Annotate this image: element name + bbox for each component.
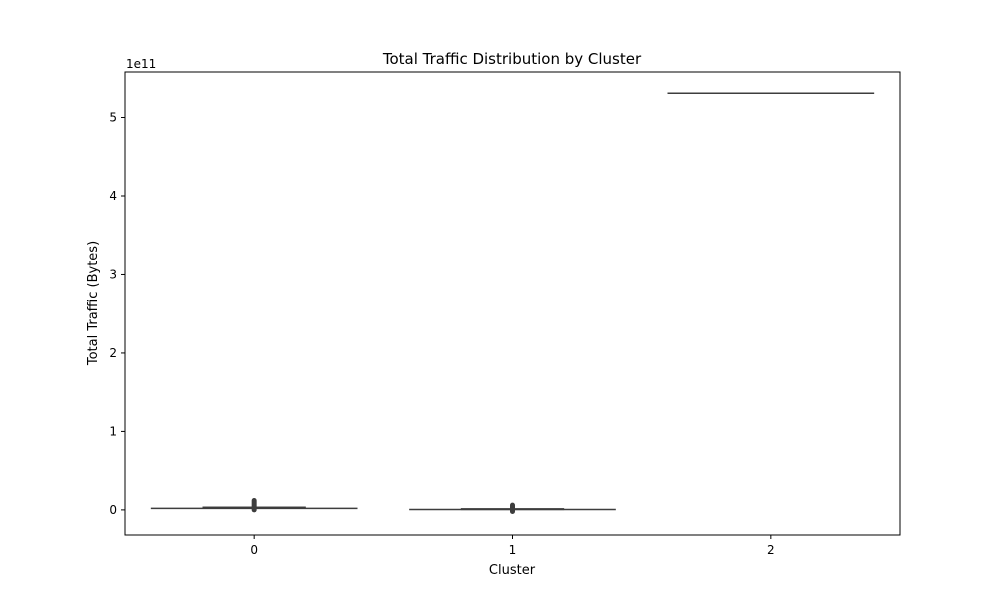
y-axis-label: Total Traffic (Bytes) — [86, 241, 101, 366]
y-tick-label: 5 — [109, 111, 117, 125]
x-tick-label: 1 — [509, 543, 517, 557]
y-tick-label: 1 — [109, 424, 117, 438]
x-axis-label: Cluster — [489, 563, 536, 578]
x-tick-label: 2 — [767, 543, 775, 557]
axes-frame — [124, 71, 901, 536]
y-tick-label: 3 — [109, 267, 117, 281]
y-axis-offset-text: 1e11 — [126, 57, 156, 71]
plot-area — [150, 92, 875, 514]
chart-title: Total Traffic Distribution by Cluster — [382, 50, 642, 68]
y-tick-label: 4 — [109, 189, 117, 203]
y-tick-label: 0 — [109, 503, 117, 517]
y-tick-label: 2 — [109, 346, 117, 360]
x-tick-label: 0 — [250, 543, 258, 557]
